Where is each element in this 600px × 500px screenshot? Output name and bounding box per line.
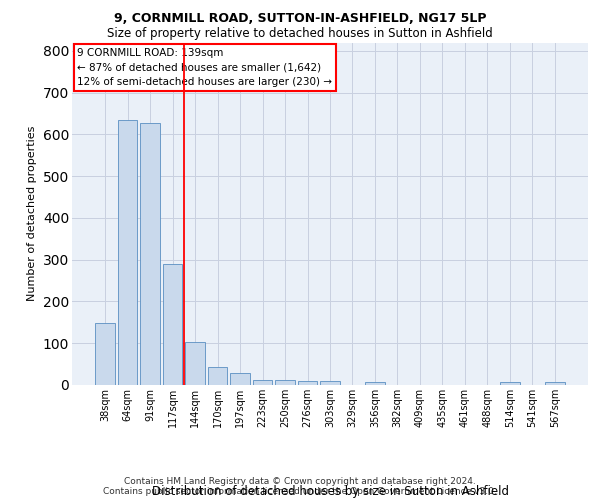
- Bar: [275, 380, 295, 385]
- Bar: [365, 382, 385, 385]
- Text: 9, CORNMILL ROAD, SUTTON-IN-ASHFIELD, NG17 5LP: 9, CORNMILL ROAD, SUTTON-IN-ASHFIELD, NG…: [114, 12, 486, 26]
- Bar: [163, 264, 182, 385]
- Text: Size of property relative to detached houses in Sutton in Ashfield: Size of property relative to detached ho…: [107, 28, 493, 40]
- Text: 9 CORNMILL ROAD: 139sqm
← 87% of detached houses are smaller (1,642)
12% of semi: 9 CORNMILL ROAD: 139sqm ← 87% of detache…: [77, 48, 332, 87]
- Bar: [208, 368, 227, 385]
- Bar: [230, 374, 250, 385]
- Bar: [253, 380, 272, 385]
- Bar: [95, 323, 115, 385]
- Y-axis label: Number of detached properties: Number of detached properties: [27, 126, 37, 302]
- Text: Contains HM Land Registry data © Crown copyright and database right 2024.: Contains HM Land Registry data © Crown c…: [124, 478, 476, 486]
- Bar: [118, 120, 137, 385]
- Bar: [185, 342, 205, 385]
- Bar: [140, 123, 160, 385]
- Text: Contains public sector information licensed under the Open Government Licence v3: Contains public sector information licen…: [103, 488, 497, 496]
- Bar: [545, 382, 565, 385]
- Bar: [500, 382, 520, 385]
- Bar: [320, 381, 340, 385]
- Text: Distribution of detached houses by size in Sutton in Ashfield: Distribution of detached houses by size …: [151, 484, 509, 498]
- Bar: [298, 381, 317, 385]
